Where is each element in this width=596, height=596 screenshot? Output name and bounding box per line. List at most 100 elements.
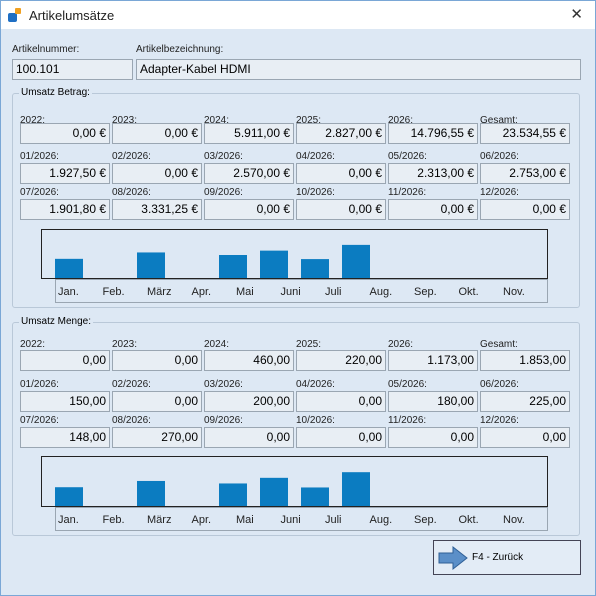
arrow-icon [438,545,468,571]
field-label: Gesamt: [480,115,518,126]
x-tick-label: Juni [280,286,301,298]
field-label: 04/2026: [296,151,335,162]
field-input[interactable]: 0,00 [388,427,478,448]
field-label: 09/2026: [204,187,243,198]
field-label: 05/2026: [388,151,427,162]
field-input[interactable]: 23.534,55 € [480,123,570,144]
x-tick-label: Apr. [191,286,212,298]
field-label: 2024: [204,339,230,350]
x-tick-label: Jan. [58,286,79,298]
bar-chart [41,229,548,279]
x-tick-label: Dez. [548,514,549,526]
field-input[interactable]: 200,00 [204,391,294,412]
field-label: 08/2026: [112,415,151,426]
x-tick-label: März [147,286,172,298]
field-input[interactable]: 148,00 [20,427,110,448]
field-input[interactable]: 0,00 [296,427,386,448]
x-tick-label: Okt. [458,514,479,526]
field-input[interactable]: 180,00 [388,391,478,412]
field-input[interactable]: Adapter-Kabel HDMI [136,59,581,80]
field-label: 12/2026: [480,187,519,198]
field-input[interactable]: 2.570,00 € [204,163,294,184]
field-input[interactable]: 0,00 € [388,199,478,220]
back-button[interactable]: F4 - Zurück [433,540,581,575]
field-input[interactable]: 220,00 [296,350,386,371]
field-input[interactable]: 2.313,00 € [388,163,478,184]
bar [137,480,165,506]
bar [55,487,83,506]
field-input[interactable]: 0,00 [296,391,386,412]
bar [55,258,83,278]
field-input[interactable]: 225,00 [480,391,570,412]
close-button[interactable]: ✕ [570,6,583,23]
field-label: 03/2026: [204,379,243,390]
field-label: 02/2026: [112,379,151,390]
chart-axis: Jan. Feb. März Apr. Mai Juni Juli Aug. Sep. Okt. N… [55,279,548,303]
x-tick-label: Sep. [414,514,437,526]
field-input[interactable]: 1.173,00 [388,350,478,371]
x-tick-label: Jan. [58,514,79,526]
button-label: F4 - Zurück [472,552,524,563]
field-input[interactable]: 0,00 € [480,199,570,220]
field-input[interactable]: 3.331,25 € [112,199,202,220]
bar [342,244,370,278]
field-input[interactable]: 0,00 € [20,123,110,144]
field-label: 03/2026: [204,151,243,162]
bar [219,255,247,278]
field-label: 2025: [296,339,322,350]
field-input[interactable]: 150,00 [20,391,110,412]
bar [260,477,288,506]
field-label: 10/2026: [296,187,335,198]
field-label: 2026: [388,339,414,350]
field-label: Artikelbezeichnung: [136,44,224,55]
field-input[interactable]: 14.796,55 € [388,123,478,144]
field-input[interactable]: 1.901,80 € [20,199,110,220]
bar [137,252,165,278]
bar [301,487,329,506]
field-input[interactable]: 0,00 [204,427,294,448]
x-tick-label: Feb. [102,514,125,526]
field-label: 12/2026: [480,415,519,426]
field-label: 02/2026: [112,151,151,162]
x-tick-label: März [147,514,172,526]
field-label: 11/2026: [388,415,427,426]
x-tick-label: Nov. [503,514,525,526]
bar [301,259,329,278]
field-input[interactable]: 2.753,00 € [480,163,570,184]
title-bar: Artikelumsätze ✕ [1,1,595,29]
field-input[interactable]: 0,00 [112,350,202,371]
bar [342,472,370,506]
field-input[interactable]: 0,00 € [112,163,202,184]
field-label: 2026: [388,115,414,126]
field-input[interactable]: 0,00 € [204,199,294,220]
x-tick-label: Juli [325,286,342,298]
bar [260,250,288,278]
field-input[interactable]: 0,00 € [296,199,386,220]
field-label: 10/2026: [296,415,335,426]
field-label: 2023: [112,339,138,350]
field-input[interactable]: 5.911,00 € [204,123,294,144]
bar-chart [41,456,548,507]
field-label: 2023: [112,115,138,126]
field-input[interactable]: 2.827,00 € [296,123,386,144]
x-tick-label: Aug. [369,286,393,298]
x-tick-label: Aug. [369,514,393,526]
field-label: 2022: [20,339,46,350]
field-input[interactable]: 0,00 [20,350,110,371]
field-label: 04/2026: [296,379,335,390]
field-input[interactable]: 0,00 € [296,163,386,184]
field-input[interactable]: 0,00 [112,391,202,412]
field-input[interactable]: 0,00 [480,427,570,448]
field-input[interactable]: 1.853,00 [480,350,570,371]
x-tick-label: Feb. [102,286,125,298]
field-label: 08/2026: [112,187,151,198]
field-label: 06/2026: [480,379,519,390]
field-input[interactable]: 270,00 [112,427,202,448]
field-input[interactable]: 100.101 [12,59,133,80]
x-tick-label: Okt. [458,286,479,298]
field-input[interactable]: 0,00 € [112,123,202,144]
x-tick-label: Mai [236,286,254,298]
field-input[interactable]: 460,00 [204,350,294,371]
field-input[interactable]: 1.927,50 € [20,163,110,184]
